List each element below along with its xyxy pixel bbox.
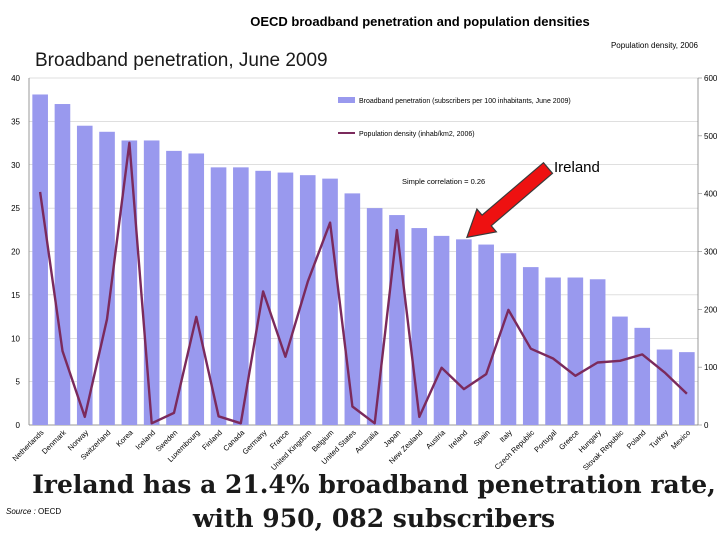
- y-tick-label: 15: [11, 291, 20, 300]
- correlation-annotation: Simple correlation = 0.26: [402, 177, 485, 186]
- x-tick-label: Finland: [200, 428, 224, 452]
- x-tick-label: Australia: [353, 427, 381, 455]
- chart: OECD broadband penetration and populatio…: [11, 14, 718, 470]
- x-tick-label: Austria: [424, 427, 447, 450]
- bar-united-kingdom: [299, 175, 316, 425]
- legend-swatch-bars: [338, 97, 355, 103]
- chart-subtitle: Broadband penetration, June 2009: [35, 50, 328, 71]
- source-value: OECD: [35, 507, 62, 516]
- arrow-shape: [465, 161, 554, 239]
- caption: Ireland has a 21.4% broadband penetratio…: [32, 470, 716, 533]
- x-tick-label: Mexico: [669, 428, 692, 451]
- x-tick-label: Turkey: [648, 428, 671, 451]
- bar-luxembourg: [188, 153, 205, 425]
- bar-italy: [500, 253, 517, 425]
- bar-poland: [634, 327, 651, 425]
- x-tick-label: Italy: [498, 428, 514, 444]
- bar-denmark: [54, 104, 71, 426]
- y2-tick-label: 100: [704, 363, 718, 372]
- bar-france: [277, 172, 294, 425]
- bar-korea: [121, 140, 138, 425]
- bar-sweden: [166, 150, 182, 425]
- bar-new-zealand: [411, 228, 428, 425]
- y-tick-label: 20: [11, 248, 20, 257]
- bar-mexico: [679, 352, 695, 425]
- y-tick-label: 25: [11, 204, 20, 213]
- bar-iceland: [143, 140, 160, 425]
- bar-czech-republic: [522, 267, 539, 425]
- bar-slovak-republic: [612, 316, 628, 425]
- y2-tick-label: 300: [704, 248, 718, 257]
- x-tick-label: Denmark: [40, 428, 68, 456]
- x-tick-label: Germany: [240, 428, 268, 456]
- legend: Broadband penetration (subscribers per 1…: [338, 97, 571, 138]
- x-tick-label: Spain: [472, 428, 492, 448]
- bar-switzerland: [99, 131, 115, 425]
- y2-tick-label: 200: [704, 305, 718, 314]
- bar-hungary: [589, 279, 606, 425]
- legend-label-bars: Broadband penetration (subscribers per 1…: [359, 98, 571, 105]
- y2-tick-label: 400: [704, 190, 718, 199]
- bar-austria: [433, 235, 450, 425]
- x-tick-label: Ireland: [447, 428, 470, 451]
- x-tick-label: Korea: [114, 427, 135, 448]
- y-tick-label: 30: [11, 161, 20, 170]
- bar-spain: [478, 244, 494, 425]
- bar-turkey: [656, 349, 673, 425]
- bar-ireland: [456, 239, 472, 425]
- source-note: Source : OECD: [6, 507, 61, 516]
- bar-norway: [76, 125, 93, 426]
- y-tick-label: 0: [16, 421, 21, 430]
- x-tick-label: Czech Republic: [493, 428, 537, 470]
- x-tick-label: Netherlands: [11, 428, 46, 463]
- bar-canada: [233, 167, 249, 426]
- bar-greece: [567, 277, 584, 425]
- y2-tick-label: 600: [704, 74, 718, 83]
- x-tick-label: Portugal: [532, 428, 558, 454]
- y-tick-label: 10: [11, 334, 20, 343]
- bar-belgium: [322, 178, 338, 425]
- bar-finland: [210, 167, 227, 426]
- source-label: Source :: [6, 507, 36, 516]
- x-tick-label: Poland: [625, 428, 648, 451]
- bar-japan: [389, 215, 405, 425]
- population-density-line: [38, 141, 688, 425]
- bar-united-states: [344, 193, 361, 425]
- legend-label-line: Population density (inhab/km2, 2006): [359, 131, 475, 138]
- y-tick-label: 40: [11, 74, 20, 83]
- y2-tick-label: 0: [704, 421, 709, 430]
- bar-portugal: [545, 277, 561, 425]
- y-tick-label: 35: [11, 117, 20, 126]
- y2-tick-label: 500: [704, 132, 718, 141]
- y2-axis-title: Population density, 2006: [611, 41, 699, 50]
- chart-title: OECD broadband penetration and populatio…: [250, 14, 589, 29]
- y-tick-label: 5: [16, 378, 21, 387]
- ireland-arrow: [465, 161, 554, 239]
- ireland-label: Ireland: [554, 159, 600, 176]
- bar-netherlands: [32, 94, 48, 426]
- bar-australia: [366, 208, 383, 425]
